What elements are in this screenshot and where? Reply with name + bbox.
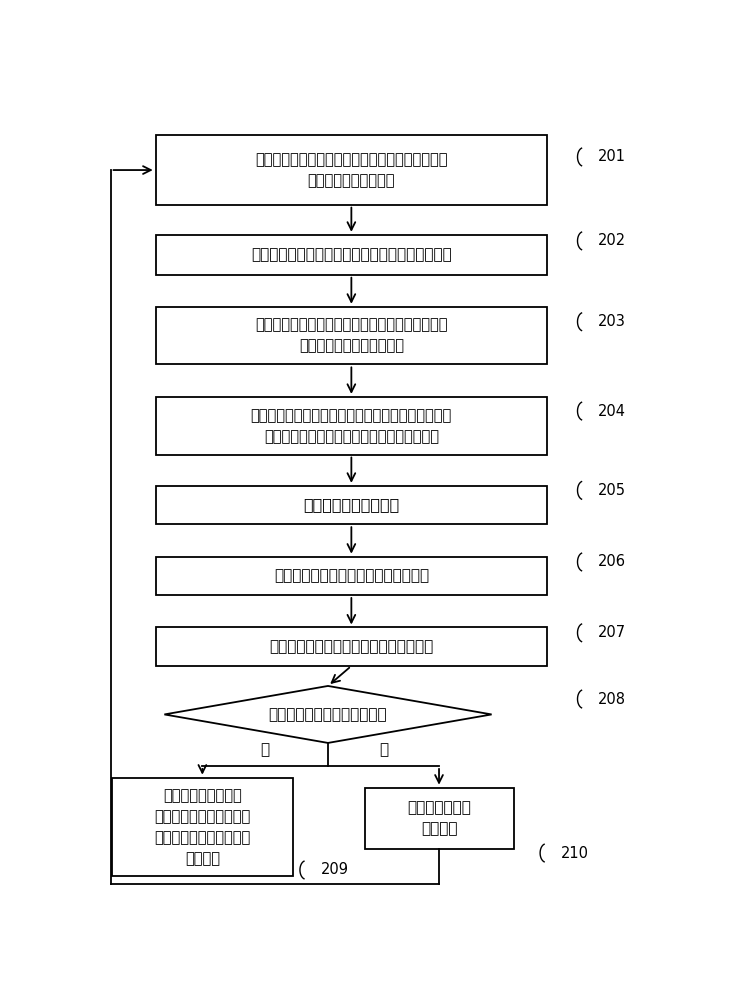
FancyBboxPatch shape (155, 135, 547, 205)
Text: 根据电池在下一周期的运行数据计算电池在下一周期
中容量随周期衰减的关系，作为容量衰减曲线: 根据电池在下一周期的运行数据计算电池在下一周期 中容量随周期衰减的关系，作为容量… (251, 408, 452, 444)
Polygon shape (164, 686, 492, 743)
FancyBboxPatch shape (155, 486, 547, 524)
Text: 206: 206 (598, 554, 626, 569)
Text: 根据内阻增长率修正电池在下一周期中的整体内阻: 根据内阻增长率修正电池在下一周期中的整体内阻 (251, 247, 452, 262)
Text: 是: 是 (261, 742, 270, 757)
Text: 201: 201 (598, 149, 626, 164)
Text: 判断数量是否到达预设的阈值: 判断数量是否到达预设的阈值 (268, 707, 388, 722)
FancyBboxPatch shape (155, 307, 547, 364)
Text: 使用修正系数对容量衰减曲线进行修正: 使用修正系数对容量衰减曲线进行修正 (274, 568, 429, 583)
FancyBboxPatch shape (364, 788, 513, 849)
Text: 210: 210 (560, 846, 589, 861)
Text: 204: 204 (598, 404, 626, 419)
Text: 根据下一周期的内阻仿真电池运行一个周期，得到
电池在下一周期的运行数据: 根据下一周期的内阻仿真电池运行一个周期，得到 电池在下一周期的运行数据 (255, 318, 448, 354)
Text: 207: 207 (598, 625, 626, 640)
FancyBboxPatch shape (112, 778, 293, 876)
Text: 否: 否 (379, 742, 388, 757)
FancyBboxPatch shape (155, 397, 547, 455)
Text: 根据电池在本周期的运行数据计算电池在本周期运
行结束时内阻的增长率: 根据电池在本周期的运行数据计算电池在本周期运 行结束时内阻的增长率 (255, 152, 448, 188)
Text: 统计截止下一周期、已遍历的周期的数量: 统计截止下一周期、已遍历的周期的数量 (269, 639, 434, 654)
Text: 将每个周期对应的容
量衰减曲线叠加，得到电
池在数量的周期中的容量
衰减曲线: 将每个周期对应的容 量衰减曲线叠加，得到电 池在数量的周期中的容量 衰减曲线 (155, 788, 250, 866)
FancyBboxPatch shape (155, 557, 547, 595)
Text: 将下一周期设置
为本周期: 将下一周期设置 为本周期 (407, 800, 471, 836)
Text: 根据温差计算修正系数: 根据温差计算修正系数 (303, 497, 400, 512)
FancyBboxPatch shape (155, 627, 547, 666)
Text: 202: 202 (598, 233, 626, 248)
Text: 209: 209 (320, 862, 348, 877)
Text: 203: 203 (598, 314, 626, 329)
Text: 208: 208 (598, 692, 626, 707)
Text: 205: 205 (598, 483, 626, 498)
FancyBboxPatch shape (155, 235, 547, 275)
